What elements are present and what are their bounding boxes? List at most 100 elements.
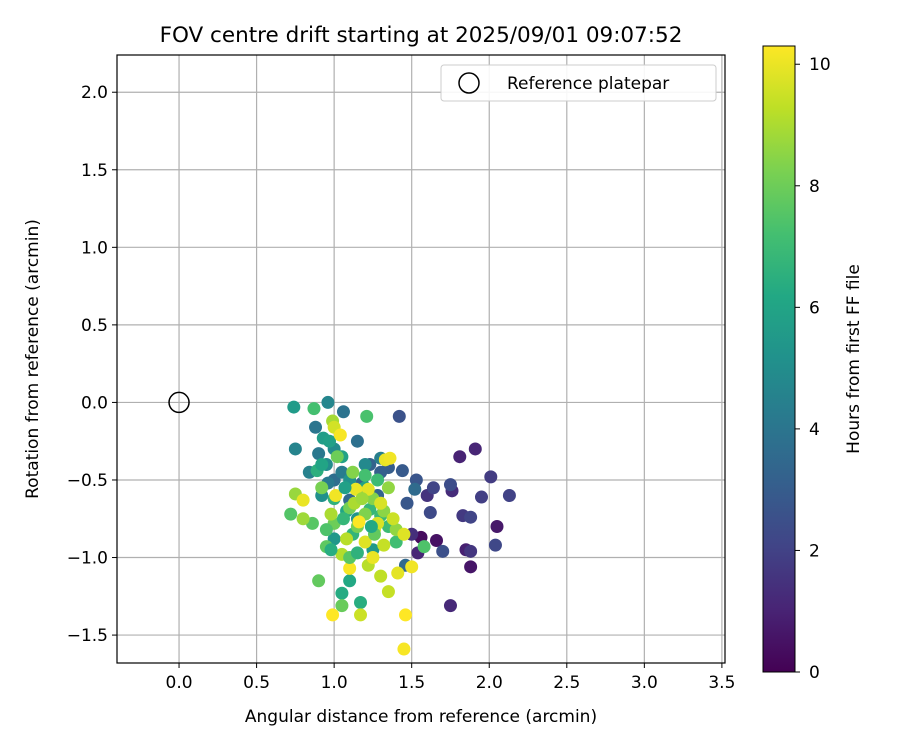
data-point (361, 482, 375, 496)
data-point (502, 488, 516, 502)
x-axis-ticks: 0.0 0.5 1.0 1.5 2.0 2.5 3.0 3.5 (166, 663, 735, 693)
y-tick-label: −0.5 (67, 471, 108, 491)
x-axis-label: Angular distance from reference (arcmin) (245, 707, 597, 727)
data-point (405, 560, 419, 574)
data-point (322, 434, 336, 448)
data-point (408, 482, 422, 496)
y-tick-label: 1.0 (81, 238, 108, 258)
data-point (484, 470, 498, 484)
data-point (355, 492, 369, 506)
x-tick-label: 0.5 (243, 673, 270, 693)
y-tick-label: 0.5 (81, 316, 108, 336)
data-point (330, 450, 344, 464)
y-tick-label: 0.0 (81, 393, 108, 413)
data-point (315, 457, 329, 471)
data-point (296, 512, 310, 526)
data-point (354, 596, 368, 610)
colorbar-ticks: 0 2 4 6 8 10 (795, 55, 831, 683)
y-tick-label: −1.5 (67, 626, 108, 646)
legend-entry-reference-platepar: Reference platepar (507, 74, 669, 94)
grid (117, 55, 725, 663)
data-point (312, 574, 326, 588)
data-point (474, 490, 488, 504)
colorbar-tick-label: 2 (809, 541, 820, 561)
data-point (340, 532, 354, 546)
colorbar-tick-label: 4 (809, 420, 820, 440)
data-point (391, 566, 405, 580)
data-point (309, 420, 323, 434)
data-point (377, 538, 391, 552)
data-point (350, 434, 364, 448)
colorbar-frame (762, 45, 796, 673)
data-point (307, 402, 321, 416)
data-point (352, 515, 366, 529)
legend: Reference platepar (440, 64, 717, 102)
data-point (329, 488, 343, 502)
data-point (358, 457, 372, 471)
y-tick-label: −1.0 (67, 549, 108, 569)
data-point (326, 608, 340, 622)
data-point (468, 442, 482, 456)
data-point (464, 560, 478, 574)
colorbar-tick-label: 10 (809, 55, 831, 75)
data-point (400, 496, 414, 510)
data-point (364, 520, 378, 534)
legend-box (440, 64, 717, 102)
x-tick-label: 3.0 (631, 673, 658, 693)
data-point (315, 481, 329, 495)
x-tick-label: 0.0 (166, 673, 193, 693)
data-point (288, 442, 302, 456)
data-point (397, 527, 411, 541)
scatter-points (284, 395, 516, 656)
data-point (436, 544, 450, 558)
data-point (324, 507, 338, 521)
data-point (343, 574, 357, 588)
data-point (386, 512, 400, 526)
data-point (338, 481, 352, 495)
data-point (423, 506, 437, 520)
data-point (374, 496, 388, 510)
data-point (417, 540, 431, 554)
data-point (383, 451, 397, 465)
y-tick-label: 1.5 (81, 161, 108, 181)
x-tick-label: 1.5 (398, 673, 425, 693)
x-tick-label: 2.5 (553, 673, 580, 693)
data-point (464, 544, 478, 558)
data-point (350, 546, 364, 560)
data-point (381, 585, 395, 599)
colorbar (763, 46, 795, 672)
data-point (358, 468, 372, 482)
x-tick-label: 1.0 (321, 673, 348, 693)
data-point (321, 395, 335, 409)
data-point (374, 569, 388, 583)
data-point (371, 473, 385, 487)
data-point (430, 533, 444, 547)
y-tick-label: 2.0 (81, 83, 108, 103)
data-point (397, 642, 411, 656)
data-point (381, 481, 395, 495)
y-axis-ticks: −1.5 −1.0 −0.5 0.0 0.5 1.0 1.5 2.0 (67, 83, 117, 646)
data-point (366, 551, 380, 565)
data-point (443, 478, 457, 492)
chart-title: FOV centre drift starting at 2025/09/01 … (160, 23, 683, 48)
plot-frame (116, 54, 726, 664)
data-point (312, 447, 326, 461)
data-point (358, 535, 372, 549)
x-tick-label: 3.5 (708, 673, 735, 693)
data-point (360, 409, 374, 423)
data-point (335, 586, 349, 600)
data-point (324, 543, 338, 557)
data-point (349, 482, 363, 496)
data-point (395, 464, 409, 478)
data-point (343, 561, 357, 575)
legend-marker-icon (458, 72, 480, 94)
data-point (426, 481, 440, 495)
data-point (346, 465, 360, 479)
data-point (453, 450, 467, 464)
data-point (443, 599, 457, 613)
data-point (488, 538, 502, 552)
reference-platepar-marker (168, 391, 190, 414)
data-point (296, 493, 310, 507)
data-point (490, 520, 504, 534)
